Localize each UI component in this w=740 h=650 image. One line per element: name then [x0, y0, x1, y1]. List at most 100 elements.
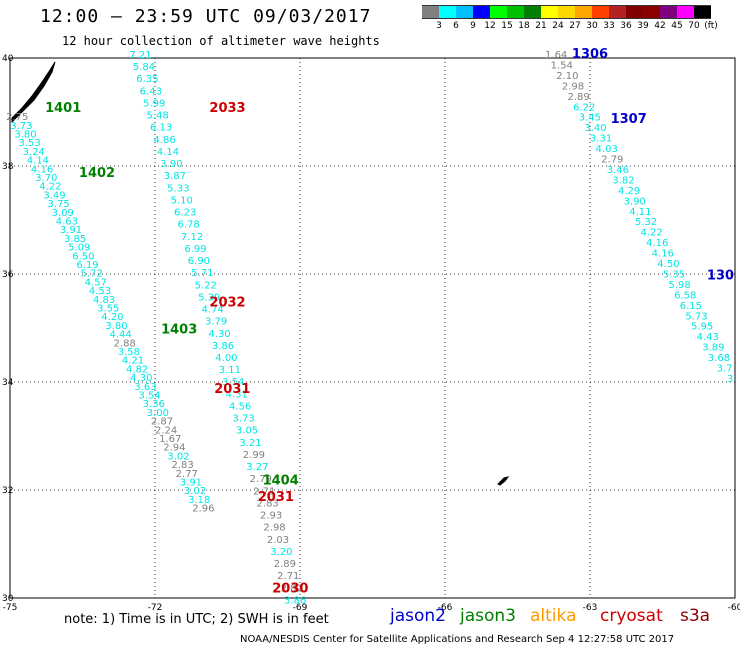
- wave-height-value: 5.39: [198, 292, 220, 303]
- legend-label: 24: [552, 21, 564, 31]
- wave-height-value: 3.80: [105, 321, 127, 332]
- wave-height-value: 4.43: [697, 332, 719, 343]
- legend-swatch: [439, 5, 456, 19]
- wave-height-value: 3.18: [188, 495, 210, 506]
- wave-height-value: 3.05: [236, 426, 258, 437]
- wave-height-value: 4.14: [27, 156, 49, 167]
- wave-height-value: 2.10: [556, 71, 578, 82]
- wave-height-value: 4.57: [85, 277, 107, 288]
- wave-height-value: 3.00: [147, 408, 169, 419]
- legend-swatch: [609, 5, 626, 19]
- wave-height-value: 2.87: [151, 417, 173, 428]
- wave-height-value: 3.20: [270, 547, 292, 558]
- legend-swatch: [694, 5, 711, 19]
- wave-height-value: 3.49: [43, 190, 65, 201]
- wave-height-value: 5.72: [81, 269, 103, 280]
- wave-height-value: 3.02: [167, 451, 189, 462]
- wave-height-value: 4.16: [646, 238, 668, 249]
- wave-height-value: 2.98: [562, 81, 584, 92]
- pass-id-label: 2033: [209, 101, 245, 116]
- wave-height-value: 5.10: [171, 195, 193, 206]
- legend-label: 9: [470, 21, 476, 31]
- wave-height-value: 4.50: [657, 259, 679, 270]
- legend-label: 36: [620, 21, 632, 31]
- legend-swatch: [473, 5, 490, 19]
- wave-height-value: 6.50: [72, 251, 94, 262]
- legend-label: 33: [603, 21, 615, 31]
- satellite-jason3: jason3: [460, 606, 516, 626]
- lon-tick-label: -72: [148, 603, 163, 613]
- wave-height-value: 6.19: [76, 260, 98, 271]
- units-note: note: 1) Time is in UTC; 2) SWH is in fe…: [64, 612, 329, 627]
- lat-tick-label: 40: [2, 54, 14, 64]
- wave-height-value: 4.21: [122, 356, 144, 367]
- wave-height-value: 4.03: [596, 144, 618, 155]
- pass-id-label: 130: [707, 268, 734, 283]
- pass-id-label: 1402: [79, 166, 115, 181]
- lat-tick-label: 38: [2, 162, 14, 172]
- wave-height-color-legend: [422, 5, 711, 19]
- wave-height-value: 4.22: [39, 182, 61, 193]
- legend-swatch: [507, 5, 524, 19]
- wave-height-value: 3.73: [10, 121, 32, 132]
- wave-height-value: 2.88: [114, 338, 136, 349]
- wave-height-value: 3.91: [180, 478, 202, 489]
- wave-height-value: 6.15: [680, 301, 702, 312]
- wave-height-value: 4.63: [56, 217, 78, 228]
- wave-height-value: 4.53: [89, 286, 111, 297]
- wave-height-value: 3.75: [47, 199, 69, 210]
- wave-height-value: 2.75: [6, 112, 28, 123]
- lon-tick-label: -75: [3, 603, 18, 613]
- wave-height-value: 4.20: [101, 312, 123, 323]
- wave-height-value: 5.48: [147, 111, 169, 122]
- lat-tick-label: 30: [2, 594, 14, 604]
- satellite-jason2: jason2: [390, 606, 446, 626]
- wave-height-value: 4.31: [226, 389, 248, 400]
- wave-height-value: 3.21: [239, 438, 261, 449]
- wave-height-value: 3.27: [246, 462, 268, 473]
- wave-height-value: 2.98: [263, 523, 285, 534]
- wave-height-value: 2.03: [267, 535, 289, 546]
- wave-height-value: 3.54: [222, 377, 244, 388]
- wave-height-value: 5.73: [685, 311, 707, 322]
- wave-height-value: 6.78: [177, 220, 199, 231]
- legend-label: 39: [637, 21, 649, 31]
- wave-height-value: 2.89: [274, 559, 296, 570]
- lon-tick-label: -63: [583, 603, 598, 613]
- wave-height-value: 7.21: [129, 50, 151, 61]
- wave-height-value: 5.32: [635, 217, 657, 228]
- wave-height-value: 2.83: [172, 460, 194, 471]
- wave-height-value: 5.22: [195, 280, 217, 291]
- wave-height-value: 6.58: [674, 290, 696, 301]
- wave-height-value: 3.80: [14, 130, 36, 141]
- legend-swatch: [490, 5, 507, 19]
- page-title: 12:00 – 23:59 UTC 09/03/2017: [40, 6, 372, 27]
- wave-height-value: 5.33: [167, 183, 189, 194]
- wave-height-value: 7.12: [181, 232, 203, 243]
- wave-height-value: 1.54: [551, 60, 573, 71]
- wave-height-value: 3.73: [232, 414, 254, 425]
- wave-height-value: 3.70: [35, 173, 57, 184]
- wave-height-value: 2.79: [250, 474, 272, 485]
- wave-height-value: 3.68: [708, 353, 730, 364]
- wave-height-value: 3.90: [624, 196, 646, 207]
- wave-height-value: 2.24: [155, 425, 177, 436]
- wave-height-value: 2.94: [163, 443, 185, 454]
- legend-label: 42: [654, 21, 666, 31]
- map-frame: [9, 57, 736, 599]
- wave-height-value: 2.89: [567, 92, 589, 103]
- wave-height-value: 4.11: [629, 207, 651, 218]
- wave-height-value: 3.86: [212, 341, 234, 352]
- wave-height-value: 4.82: [126, 364, 148, 375]
- wave-height-value: 3.24: [23, 147, 45, 158]
- wave-height-value: 2.77: [176, 469, 198, 480]
- wave-height-value: 3.55: [97, 304, 119, 315]
- legend-swatch: [575, 5, 592, 19]
- wave-height-value: 2.71: [277, 571, 299, 582]
- wave-height-value: 3.02: [184, 486, 206, 497]
- wave-height-value: 6.90: [188, 256, 210, 267]
- wave-height-value: 3.54: [138, 391, 160, 402]
- wave-height-value: 2.99: [243, 450, 265, 461]
